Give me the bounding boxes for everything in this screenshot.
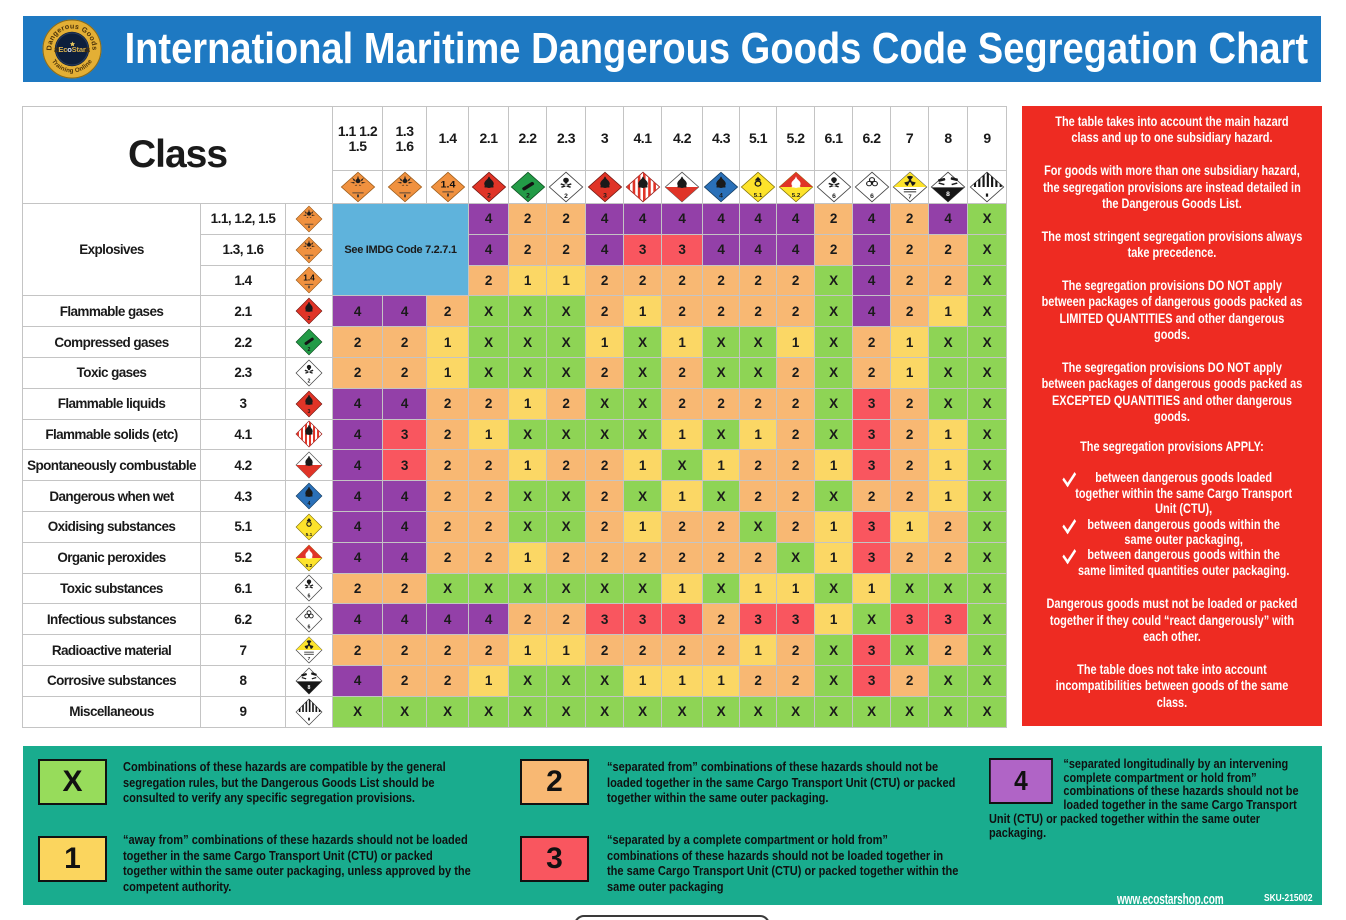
- svg-text:⚖: ⚖: [84, 46, 91, 54]
- svg-text:⚖: ⚖: [54, 46, 61, 54]
- svg-text:EcoStar: EcoStar: [58, 45, 86, 54]
